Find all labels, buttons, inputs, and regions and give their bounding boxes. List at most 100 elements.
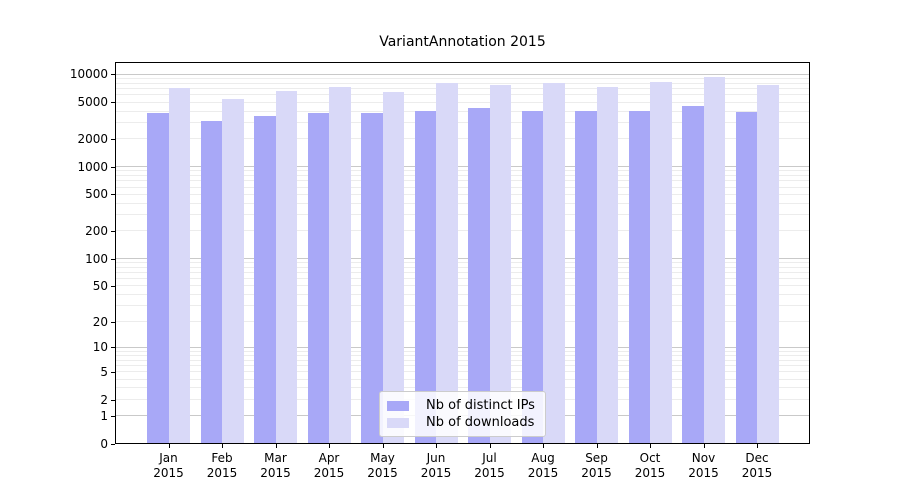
y-tick-mark <box>111 443 115 445</box>
x-tick-mark <box>222 444 223 448</box>
year-label: 2015 <box>474 466 505 480</box>
x-tick-label-nov: Nov 2015 <box>674 451 734 481</box>
gridline <box>116 82 809 84</box>
x-tick-label-aug: Aug 2015 <box>513 451 573 481</box>
gridline <box>116 350 809 352</box>
bar-nb-of-distinct-ips-apr <box>307 112 329 443</box>
y-tick-label: 10 <box>92 340 108 355</box>
x-tick-mark <box>596 444 598 448</box>
gridline <box>116 272 809 274</box>
year-label: 2015 <box>260 466 291 480</box>
bar-nb-of-downloads-mar <box>275 91 297 443</box>
legend-label-distinct-ips: Nb of distinct IPs <box>426 398 535 413</box>
gridline <box>116 138 809 140</box>
gridline <box>116 359 809 361</box>
y-tick-label: 10000 <box>69 67 108 82</box>
x-tick-mark <box>275 444 277 448</box>
year-label: 2015 <box>367 466 398 480</box>
legend-row-downloads: Nb of downloads <box>387 414 537 431</box>
gridline <box>116 278 809 280</box>
legend-swatch-distinct-ips <box>387 400 409 411</box>
bar-nb-of-distinct-ips-may <box>361 113 383 443</box>
y-tick-mark <box>111 194 115 196</box>
y-tick-label: 1000 <box>77 159 108 174</box>
legend-label-downloads: Nb of downloads <box>426 415 535 430</box>
year-label: 2015 <box>688 466 719 480</box>
y-tick-label: 5 <box>100 364 108 379</box>
bar-nb-of-distinct-ips-mar <box>254 115 276 443</box>
gridline <box>116 258 809 259</box>
gridline <box>116 285 809 287</box>
month-label: Jul <box>482 451 497 465</box>
bar-nb-of-distinct-ips-jun <box>414 111 436 443</box>
month-label: Jan <box>159 451 178 465</box>
x-tick-label-jan: Jan 2015 <box>139 451 199 481</box>
gridline <box>116 214 809 216</box>
month-label: Dec <box>745 451 769 465</box>
month-label: May <box>370 451 395 465</box>
gridline <box>116 365 809 366</box>
y-tick-mark <box>111 258 115 260</box>
y-tick-mark <box>111 371 115 373</box>
y-tick-mark <box>111 415 115 417</box>
gridline <box>116 262 809 264</box>
gridline <box>116 180 809 182</box>
y-tick-mark <box>111 230 115 232</box>
x-tick-label-jul: Jul 2015 <box>460 451 520 481</box>
y-tick-mark <box>111 166 115 168</box>
y-tick-mark <box>111 285 115 287</box>
month-label: Oct <box>639 451 661 465</box>
bar-nb-of-downloads-feb <box>222 98 244 443</box>
x-tick-label-jun: Jun 2015 <box>406 451 466 481</box>
year-label: 2015 <box>741 466 773 480</box>
y-tick-label: 2 <box>100 392 108 407</box>
bar-nb-of-downloads-apr <box>329 87 351 443</box>
bar-nb-of-downloads-oct <box>650 81 672 443</box>
bar-nb-of-downloads-may <box>382 91 404 443</box>
gridline <box>116 346 809 348</box>
y-tick-label: 5000 <box>77 95 108 110</box>
x-tick-mark <box>543 444 544 448</box>
year-label: 2015 <box>206 466 238 480</box>
gridline <box>116 193 809 195</box>
gridline <box>116 186 809 188</box>
year-label: 2015 <box>153 466 184 480</box>
month-label: Aug <box>531 451 555 465</box>
x-tick-mark <box>757 444 758 448</box>
bar-nb-of-downloads-nov <box>703 76 725 443</box>
gridline <box>116 230 809 232</box>
y-tick-label: 20 <box>92 314 108 329</box>
gridline <box>116 321 809 322</box>
y-tick-mark <box>111 399 115 401</box>
y-tick-mark <box>111 138 115 140</box>
bar-nb-of-downloads-jun <box>436 82 458 443</box>
gridline <box>116 175 809 176</box>
y-tick-label: 200 <box>85 223 108 238</box>
x-tick-mark <box>489 444 491 448</box>
y-tick-label: 1 <box>100 408 108 423</box>
month-label: Apr <box>318 451 340 465</box>
month-label: Nov <box>691 451 716 465</box>
chart-title: VariantAnnotation 2015 <box>379 34 546 50</box>
gridline <box>116 166 809 168</box>
x-tick-label-may: May 2015 <box>353 451 413 481</box>
bar-nb-of-downloads-jul <box>489 84 511 443</box>
y-tick-label: 0 <box>100 436 108 451</box>
gridline <box>116 170 809 172</box>
gridline <box>116 387 809 389</box>
y-tick-label: 500 <box>85 187 108 202</box>
year-label: 2015 <box>581 466 612 480</box>
gridline <box>116 73 809 75</box>
y-tick-label: 50 <box>92 278 108 293</box>
bar-nb-of-downloads-sep <box>596 86 618 443</box>
year-label: 2015 <box>634 466 666 480</box>
x-tick-mark <box>703 444 705 448</box>
legend-row-distinct-ips: Nb of distinct IPs <box>387 397 537 414</box>
x-tick-label-sep: Sep 2015 <box>567 451 627 481</box>
y-tick-mark <box>111 347 115 349</box>
bar-nb-of-distinct-ips-jan <box>147 112 169 443</box>
x-tick-label-apr: Apr 2015 <box>299 451 359 481</box>
gridline <box>116 266 809 268</box>
x-tick-mark <box>329 444 330 448</box>
